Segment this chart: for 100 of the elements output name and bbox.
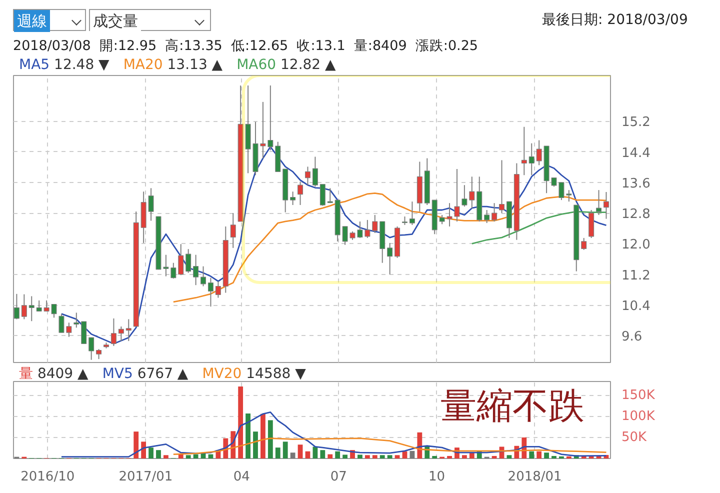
x-tick-label: 2018/01 [508,470,562,484]
candlestick [499,160,505,214]
candlestick [304,166,310,186]
y-tick-label: 15.2 [622,115,650,130]
y-tick-label: 14.4 [622,146,650,161]
y-tick-label: 13.6 [622,176,650,192]
bar [290,452,296,458]
text: MV5 6767 ▲ [102,366,188,382]
bar [335,451,340,458]
bar [275,448,280,458]
chart-subtitle: 最後日期: 2018/03/09 [542,11,688,30]
candlestick [96,348,102,360]
candlestick [320,184,326,206]
bar [544,452,549,458]
line-series [471,210,607,244]
bar [372,455,378,458]
bar [432,456,438,458]
x-tick-label: 07 [330,470,347,484]
candlestick [588,209,594,238]
candlestick [492,202,498,222]
candlestick [469,176,475,209]
candlestick [484,209,490,224]
candlestick [193,254,199,286]
y-tick-label: 11.2 [622,268,650,284]
text: MA20 13.13 ▲ [123,57,223,73]
candlestick [21,294,27,320]
line-series [172,438,607,455]
bar [141,442,146,458]
bar [134,432,139,458]
text: MA5 12.48 ▼ [19,57,110,73]
bar [260,414,266,458]
candlestick [454,168,460,222]
bar [417,432,422,458]
candlestick [596,190,602,216]
candlestick [536,140,542,166]
candlestick [28,296,34,322]
y-tick-label: 12.8 [622,207,650,222]
candlestick [462,184,468,208]
bar [253,432,258,458]
bar [312,446,318,458]
candlestick [200,266,206,287]
y-tick-label: 100K [622,408,656,424]
candlestick [566,190,572,202]
candlestick [290,191,296,206]
candlestick [170,262,176,280]
candlestick [74,312,80,328]
candlestick [88,337,94,360]
bar [282,442,288,458]
bar [238,386,244,458]
bar [193,454,198,458]
x-tick-label: 10 [428,470,446,484]
candlestick [118,326,124,342]
bar [298,444,303,458]
x-tick-label: 2017/01 [118,470,173,484]
candlestick [268,84,274,151]
candlestick [208,277,214,308]
bar [328,454,333,458]
candlestick [327,188,333,204]
bar [536,451,542,458]
candlestick [178,244,184,276]
text: MA60 12.82 ▲ [236,57,336,73]
bar [506,455,512,458]
bar [492,456,497,458]
bar [246,413,250,458]
text: 量 8409 ▲ [19,366,88,382]
bar [268,420,273,458]
x-tick-label: 04 [233,470,250,484]
candlestick [521,126,527,176]
bar [387,455,392,458]
candlestick [298,181,304,206]
y-tick-label: 10.4 [622,299,650,314]
candlestick [230,212,236,248]
candlestick [81,321,87,344]
candlestick [387,242,393,275]
candlestick [186,248,192,274]
bar [364,455,370,458]
candlestick [581,237,587,250]
bar [156,450,161,458]
bar [529,451,534,458]
bar [410,450,415,458]
bar [320,450,326,458]
bar [163,455,168,458]
candlestick [110,318,116,347]
candlestick [215,280,221,298]
chart-title: 2018/03/08 開:12.95 高:13.35 低:12.65 收:13.1 量:8409 漲跌:0.25 [13,37,478,56]
text: 週線 [14,10,50,32]
x-tick-label: 2016/10 [20,470,75,484]
y-tick-label: 50K [622,430,648,445]
candlestick [372,214,378,234]
y-tick-label: 12.0 [622,238,650,253]
y-tick-label: 150K [622,388,656,403]
candlestick [409,201,415,226]
bar [552,456,556,458]
bar [394,455,400,458]
bar [358,454,362,458]
candlestick [312,156,318,188]
candlestick [528,142,534,176]
bar [305,451,310,458]
bar [178,454,184,458]
bar [186,455,191,458]
